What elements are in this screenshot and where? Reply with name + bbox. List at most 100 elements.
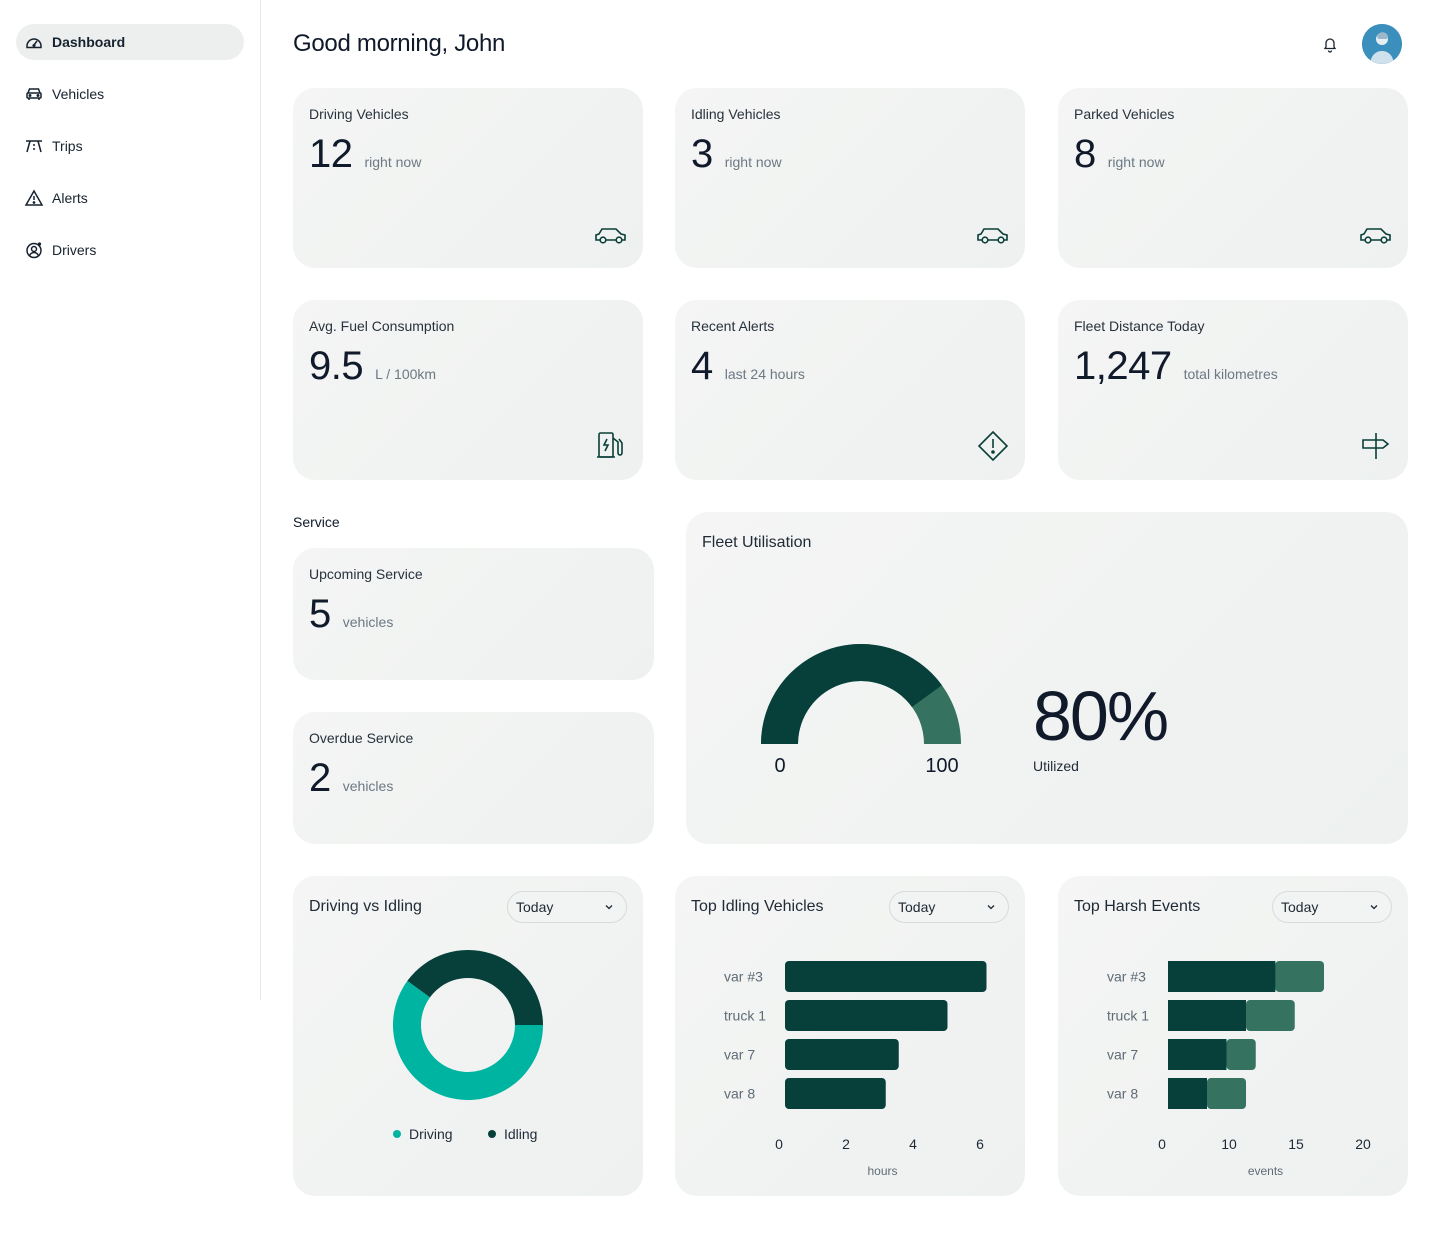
service-card-overdue: Overdue Service 2 vehicles [293, 712, 654, 844]
road-icon [26, 140, 42, 153]
x-tick-label: 15 [1288, 1136, 1304, 1152]
bar-primary-join [1201, 1078, 1207, 1109]
gauge-caption: Utilized [1033, 758, 1079, 774]
card-title: Fleet Utilisation [702, 534, 812, 551]
bar [785, 1039, 899, 1070]
bell-icon[interactable] [1320, 34, 1340, 54]
stat-card-fuel: Avg. Fuel Consumption 9.5 L / 100km [293, 300, 643, 480]
stat-card-parked: Parked Vehicles 8 right now [1058, 88, 1408, 268]
stat-unit: right now [364, 154, 422, 170]
sidebar-item-dashboard[interactable]: Dashboard [16, 24, 244, 60]
stat-label: Overdue Service [309, 730, 414, 746]
avatar[interactable] [1362, 24, 1402, 64]
stat-label: Avg. Fuel Consumption [309, 318, 455, 334]
bar-primary-join [1220, 1039, 1227, 1070]
stat-value: 1,247 [1074, 344, 1172, 388]
stat-unit: last 24 hours [724, 366, 805, 382]
bar-secondary [1246, 1000, 1295, 1031]
period-dropdown[interactable]: Today [507, 891, 627, 923]
warning-diamond-icon [977, 430, 1009, 462]
legend-label-idling: Idling [504, 1126, 537, 1142]
harsh-events-card: Top Harsh Events Today var #3 truck 1 var … [1058, 876, 1408, 1196]
card-title: Driving vs Idling [309, 898, 422, 915]
stat-unit: vehicles [342, 778, 394, 794]
dropdown-value: Today [1281, 899, 1319, 915]
bar-primary-cap [1168, 1000, 1246, 1031]
stat-value: 4 [691, 344, 713, 388]
x-tick-label: 2 [842, 1136, 850, 1152]
dropdown-value: Today [898, 899, 936, 915]
chevron-down-icon [987, 905, 995, 910]
x-tick-label: 4 [909, 1136, 917, 1152]
sidebar-item-alerts[interactable]: Alerts [16, 180, 244, 216]
stat-unit: L / 100km [375, 366, 437, 382]
car-icon [595, 228, 626, 244]
period-dropdown[interactable]: Today [1272, 891, 1392, 923]
service-section-title: Service [293, 514, 340, 530]
sidebar-item-label: Dashboard [52, 34, 126, 50]
sidebar-item-vehicles[interactable]: Vehicles [16, 76, 244, 112]
gauge-max-label: 100 [925, 755, 958, 777]
bar-category-label: var 7 [724, 1047, 755, 1063]
stat-unit: right now [724, 154, 782, 170]
gauge-value: 80% [1033, 677, 1167, 755]
driving-idling-donut: Driving Idling [393, 950, 543, 1142]
sidebar: Dashboard Vehicles Trips Alerts Drivers [0, 0, 261, 1000]
car-icon [977, 228, 1008, 244]
bar [785, 1078, 886, 1109]
stat-label: Fleet Distance Today [1074, 318, 1205, 334]
legend-dot-idling [488, 1130, 496, 1138]
x-axis-label: hours [867, 1164, 897, 1178]
x-axis-label: events [1248, 1164, 1283, 1178]
stat-value: 8 [1074, 132, 1096, 176]
stat-label: Recent Alerts [691, 318, 775, 334]
harsh-events-bar-chart: var #3 truck 1 var 7 var 8 0 10 15 20 events [1107, 961, 1371, 1178]
stat-value: 3 [691, 132, 713, 176]
stat-unit: total kilometres [1183, 366, 1278, 382]
bar-primary-cap [1168, 961, 1276, 992]
bar-category-label: truck 1 [1107, 1008, 1149, 1024]
page-title: Good morning, John [293, 30, 506, 57]
stat-card-alerts: Recent Alerts 4 last 24 hours [675, 300, 1025, 480]
x-tick-label: 0 [1158, 1136, 1166, 1152]
legend-label-driving: Driving [409, 1126, 453, 1142]
stat-label: Idling Vehicles [691, 106, 781, 122]
sidebar-item-drivers[interactable]: Drivers [16, 232, 244, 268]
gauge-min-label: 0 [774, 755, 785, 777]
stat-label: Driving Vehicles [309, 106, 409, 122]
stat-label: Upcoming Service [309, 566, 423, 582]
bar-category-label: var #3 [724, 969, 763, 985]
chevron-down-icon [605, 905, 613, 910]
legend-dot-driving [393, 1130, 401, 1138]
bar-category-label: var #3 [1107, 969, 1146, 985]
sidebar-item-trips[interactable]: Trips [16, 128, 244, 164]
card-title: Top Idling Vehicles [691, 898, 824, 915]
bar-primary-join [1269, 961, 1276, 992]
alert-triangle-icon [24, 189, 44, 206]
stat-unit: vehicles [342, 614, 394, 630]
bar-category-label: var 7 [1107, 1047, 1138, 1063]
bar-secondary [1207, 1078, 1246, 1109]
period-dropdown[interactable]: Today [889, 891, 1009, 923]
stat-value: 12 [309, 132, 353, 176]
stat-value: 2 [309, 756, 331, 800]
stat-value: 5 [309, 592, 331, 636]
donut-slice-driving [393, 980, 543, 1100]
fuel-pump-icon [597, 432, 623, 458]
stat-card-distance: Fleet Distance Today 1,247 total kilometr… [1058, 300, 1408, 480]
donut-slice-idling [407, 950, 543, 1025]
fleet-utilisation-card: Fleet Utilisation 0 100 80% Utilized [686, 512, 1408, 844]
x-tick-label: 20 [1355, 1136, 1371, 1152]
sidebar-item-label: Trips [52, 138, 83, 154]
bar [785, 1000, 948, 1031]
bar-primary-join [1240, 1000, 1246, 1031]
x-tick-label: 10 [1221, 1136, 1237, 1152]
vehicle-icon [26, 88, 42, 100]
bar-secondary [1226, 1039, 1256, 1070]
bar [785, 961, 987, 992]
sidebar-item-label: Vehicles [52, 86, 105, 102]
dashboard-gauge-icon [26, 38, 42, 49]
service-card-upcoming: Upcoming Service 5 vehicles [293, 548, 654, 680]
top-idling-bar-chart: var #3 truck 1 var 7 var 8 0 2 4 6 hours [724, 961, 987, 1178]
